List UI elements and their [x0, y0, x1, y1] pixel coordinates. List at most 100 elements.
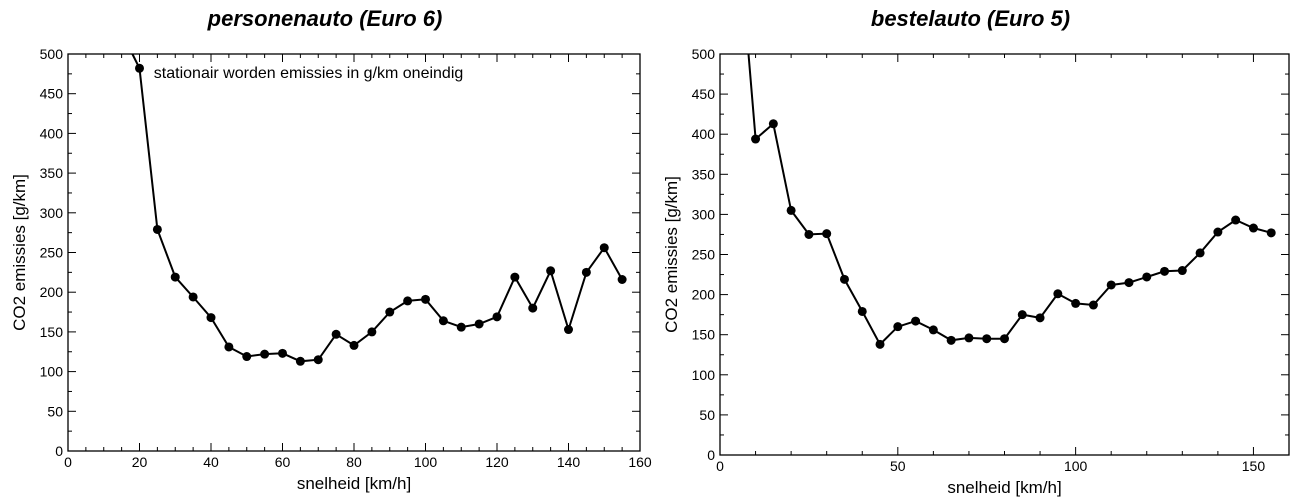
- data-point: [581, 267, 591, 277]
- y-tick-label: 100: [40, 364, 64, 380]
- data-point: [546, 266, 556, 276]
- x-tick-label: 120: [485, 454, 509, 470]
- data-point: [1035, 313, 1045, 323]
- data-point: [456, 322, 466, 332]
- x-tick-label: 160: [628, 454, 652, 470]
- data-point: [1231, 215, 1241, 225]
- y-tick-label: 350: [692, 166, 716, 182]
- y-tick-label: 200: [40, 284, 64, 300]
- x-tick-label: 150: [1242, 458, 1266, 474]
- x-tick-label: 80: [346, 454, 362, 470]
- data-point: [1106, 280, 1116, 290]
- y-tick-label: 500: [692, 46, 716, 62]
- chart-title: personenauto (Euro 6): [207, 6, 443, 31]
- x-tick-label: 20: [132, 454, 148, 470]
- data-point: [170, 272, 180, 282]
- data-point: [617, 274, 627, 284]
- y-tick-label: 250: [40, 245, 64, 261]
- data-point: [1088, 300, 1098, 310]
- data-point: [875, 339, 885, 349]
- data-point: [1124, 278, 1134, 288]
- chart-panel-personenauto: personenauto (Euro 6) 0 50 100 150 200 250 300…: [10, 6, 652, 493]
- data-point: [564, 325, 573, 335]
- data-point: [474, 319, 484, 329]
- data-point: [982, 334, 992, 344]
- data-point: [946, 335, 956, 345]
- data-point: [510, 272, 520, 282]
- x-tick-label: 60: [275, 454, 291, 470]
- y-tick-label: 200: [692, 287, 716, 303]
- data-point: [367, 327, 377, 337]
- data-point: [1142, 272, 1152, 282]
- y-tick-label: 350: [40, 165, 64, 181]
- data-point: [260, 349, 270, 359]
- data-point: [224, 342, 234, 352]
- data-point: [1213, 227, 1223, 237]
- data-point: [528, 303, 538, 313]
- y-tick-label: 500: [40, 46, 64, 62]
- chart-plot-bestelauto: 0 50 100 150 200 250 300 350 400 450 500 0 50 100 150 s…: [662, 46, 1290, 497]
- data-point: [1177, 266, 1187, 276]
- x-tick-label: 50: [890, 458, 906, 474]
- series-line: [131, 53, 623, 363]
- data-point: [893, 322, 903, 332]
- data-point: [1000, 334, 1009, 344]
- y-tick-label: 450: [40, 86, 64, 102]
- chart-panel-bestelauto: bestelauto (Euro 5) 0 50 100 150 200 250 300 35…: [650, 0, 1291, 497]
- data-point: [1195, 248, 1205, 258]
- data-point: [911, 316, 921, 326]
- x-tick-label: 40: [203, 454, 219, 470]
- x-tick-label: 100: [414, 454, 438, 470]
- plot-frame: [67, 53, 641, 452]
- series-line: [747, 53, 1272, 346]
- data-point: [1160, 266, 1170, 276]
- data-point: [152, 224, 162, 234]
- data-point: [403, 296, 413, 306]
- chart-title: bestelauto (Euro 5): [870, 6, 1071, 31]
- data-point: [438, 316, 448, 326]
- data-point: [1266, 228, 1276, 238]
- data-point: [751, 134, 761, 144]
- data-point: [1017, 310, 1027, 320]
- data-point: [385, 307, 395, 317]
- x-axis-label: snelheid [km/h]: [947, 478, 1061, 497]
- y-tick-label: 150: [40, 324, 64, 340]
- data-point: [135, 63, 144, 73]
- data-point: [857, 306, 867, 316]
- data-point: [278, 348, 287, 358]
- x-tick-label: 0: [716, 458, 724, 474]
- data-point: [349, 340, 359, 350]
- x-tick-label: 140: [557, 454, 581, 470]
- data-point: [964, 333, 974, 343]
- data-point: [768, 119, 778, 129]
- x-tick-label: 0: [64, 454, 72, 470]
- data-point: [1248, 223, 1258, 233]
- y-tick-label: 50: [699, 407, 715, 423]
- y-tick-label: 50: [47, 403, 63, 419]
- y-tick-label: 400: [692, 126, 716, 142]
- data-point: [786, 205, 796, 215]
- y-tick-label: 150: [692, 327, 716, 343]
- y-tick-label: 250: [692, 247, 716, 263]
- data-point: [1053, 289, 1063, 299]
- y-tick-label: 300: [692, 206, 716, 222]
- y-axis-label: CO2 emissies [g/km]: [662, 176, 681, 333]
- x-tick-label: 100: [1064, 458, 1088, 474]
- data-point: [928, 325, 938, 335]
- y-tick-label: 0: [707, 447, 715, 463]
- data-point: [492, 312, 502, 322]
- data-point: [421, 294, 430, 304]
- data-point: [331, 329, 341, 339]
- data-point: [188, 292, 198, 302]
- data-point: [1071, 298, 1081, 308]
- y-tick-label: 300: [40, 205, 64, 221]
- data-point: [839, 274, 849, 284]
- data-point: [295, 356, 305, 366]
- data-point: [242, 352, 252, 362]
- data-point: [206, 313, 216, 323]
- x-axis-label: snelheid [km/h]: [297, 474, 411, 493]
- data-point: [822, 229, 832, 239]
- y-tick-label: 450: [692, 86, 716, 102]
- y-tick-label: 400: [40, 125, 64, 141]
- chart-plot-personenauto: 0 50 100 150 200 250 300 350 400 450 500 0 20 40 60 80 1…: [10, 46, 652, 493]
